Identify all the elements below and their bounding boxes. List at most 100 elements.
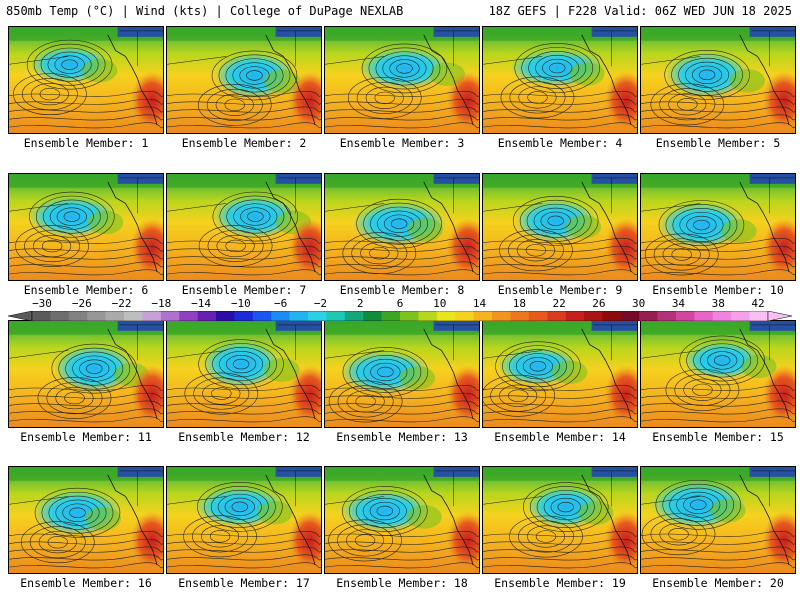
ensemble-member-map [640, 466, 796, 574]
colorbar-swatch [216, 311, 235, 321]
colorbar-swatch [179, 311, 198, 321]
ensemble-member-map [324, 26, 480, 134]
ensemble-member-label: Ensemble Member: 12 [178, 430, 310, 444]
colorbar-swatch [418, 311, 438, 321]
colorbar-swatch [510, 311, 530, 321]
ensemble-member-label: Ensemble Member: 13 [336, 430, 468, 444]
temperature-colorbar [8, 311, 792, 321]
colorbar-swatch [105, 311, 125, 321]
ensemble-member-map [8, 173, 164, 281]
colorbar-swatch [676, 311, 695, 321]
colorbar-tick-label: 6 [396, 297, 404, 310]
ensemble-member-label: Ensemble Member: 15 [652, 430, 784, 444]
colorbar-swatch [234, 311, 254, 321]
colorbar-swatch [271, 311, 290, 321]
ensemble-member-map [166, 173, 322, 281]
colorbar-arrow-left [8, 311, 33, 321]
colorbar-swatch [50, 311, 70, 321]
ensemble-member-map [640, 320, 796, 428]
ensemble-member-label: Ensemble Member: 6 [23, 283, 149, 297]
ensemble-member-label: Ensemble Member: 7 [181, 283, 307, 297]
ensemble-member-label: Ensemble Member: 4 [497, 136, 623, 150]
colorbar-swatch [473, 311, 493, 321]
ensemble-member-map [8, 466, 164, 574]
colorbar-swatch [142, 311, 162, 321]
colorbar-swatch [712, 311, 732, 321]
colorbar-swatch [584, 311, 603, 321]
colorbar-swatch [381, 311, 401, 321]
ensemble-member-map [482, 320, 638, 428]
colorbar-swatch [528, 311, 548, 321]
colorbar-swatch [602, 311, 622, 321]
colorbar-tick-label: −10 [230, 297, 251, 310]
ensemble-member-label: Ensemble Member: 10 [652, 283, 784, 297]
colorbar-tick-label: −22 [111, 297, 132, 310]
colorbar-tick-label: 22 [552, 297, 566, 310]
colorbar-swatch [547, 311, 566, 321]
ensemble-member-label: Ensemble Member: 1 [23, 136, 149, 150]
colorbar-swatch [400, 311, 419, 321]
colorbar-swatch [565, 311, 585, 321]
ensemble-member-label: Ensemble Member: 14 [494, 430, 626, 444]
colorbar-tick-label: −6 [274, 297, 288, 310]
colorbar-swatch [436, 311, 456, 321]
colorbar-tick-label: 2 [356, 297, 364, 310]
ensemble-member-map [166, 26, 322, 134]
colorbar-tick-label: 34 [671, 297, 686, 310]
colorbar-swatch [252, 311, 272, 321]
colorbar-arrow-right [767, 311, 792, 321]
colorbar-swatch [455, 311, 474, 321]
colorbar-tick-label: 42 [751, 297, 765, 310]
ensemble-member-label: Ensemble Member: 16 [20, 576, 152, 590]
ensemble-member-label: Ensemble Member: 5 [655, 136, 781, 150]
ensemble-member-label: Ensemble Member: 2 [181, 136, 307, 150]
colorbar-tick-label: 14 [472, 297, 487, 310]
ensemble-member-map [166, 466, 322, 574]
colorbar-swatch [289, 311, 309, 321]
chart-header-left: 850mb Temp (°C) | Wind (kts) | College o… [6, 4, 404, 18]
ensemble-member-map [8, 26, 164, 134]
ensemble-member-label: Ensemble Member: 3 [339, 136, 465, 150]
ensemble-member-map [324, 320, 480, 428]
colorbar-swatch [694, 311, 714, 321]
ensemble-member-label: Ensemble Member: 9 [497, 283, 623, 297]
colorbar-tick-label: −2 [313, 297, 328, 310]
chart-header-right: 18Z GEFS | F228 Valid: 06Z WED JUN 18 20… [488, 4, 792, 18]
ensemble-member-label: Ensemble Member: 18 [336, 576, 468, 590]
colorbar-swatch [731, 311, 750, 321]
ensemble-member-map [324, 173, 480, 281]
colorbar-tick-label: −30 [32, 297, 52, 310]
colorbar-swatch [308, 311, 327, 321]
colorbar-swatch [639, 311, 658, 321]
colorbar-swatch [620, 311, 640, 321]
ensemble-member-map [482, 466, 638, 574]
colorbar-swatch [87, 311, 106, 321]
colorbar-tick-label: −26 [71, 297, 92, 310]
colorbar-swatch [492, 311, 511, 321]
colorbar-swatch [68, 311, 88, 321]
colorbar-swatch [197, 311, 217, 321]
ensemble-member-map [324, 466, 480, 574]
ensemble-member-label: Ensemble Member: 19 [494, 576, 626, 590]
ensemble-member-map [166, 320, 322, 428]
colorbar-swatch [160, 311, 180, 321]
colorbar-swatch [363, 311, 382, 321]
colorbar-tick-label: −14 [191, 297, 212, 310]
colorbar-tick-label: 26 [592, 297, 606, 310]
colorbar-swatch [344, 311, 364, 321]
colorbar-swatch [749, 311, 769, 321]
ensemble-member-label: Ensemble Member: 20 [652, 576, 784, 590]
ensemble-member-label: Ensemble Member: 8 [339, 283, 465, 297]
ensemble-member-map [8, 320, 164, 428]
ensemble-member-map [640, 26, 796, 134]
colorbar-swatch [657, 311, 677, 321]
ensemble-member-map [482, 26, 638, 134]
colorbar-tick-label: 18 [512, 297, 526, 310]
colorbar-tick-label: 10 [433, 297, 447, 310]
colorbar-swatch [124, 311, 143, 321]
colorbar-tick-label: −18 [151, 297, 172, 310]
colorbar-swatch [326, 311, 346, 321]
ensemble-member-label: Ensemble Member: 17 [178, 576, 310, 590]
ensemble-member-map [640, 173, 796, 281]
colorbar-tick-label: 30 [632, 297, 646, 310]
